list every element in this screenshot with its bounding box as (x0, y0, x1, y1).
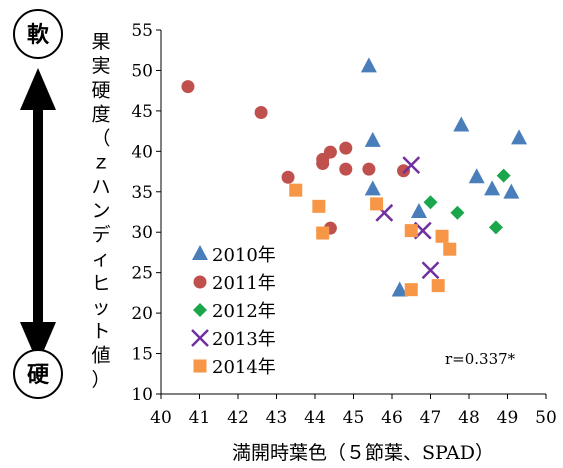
data-point-triangle (364, 180, 381, 196)
data-point-square (404, 224, 418, 238)
y-axis-label-char: ッ (91, 296, 110, 318)
data-point-circle (281, 170, 295, 184)
data-point-diamond (423, 195, 438, 210)
data-points (181, 57, 528, 297)
data-point-cross (421, 261, 440, 280)
x-ticks: 40 41 42 43 44 45 46 47 48 49 50 (150, 394, 557, 428)
data-point-cross (402, 156, 421, 174)
x-axis-label: 満開時葉色（５節葉、SPAD） (232, 442, 494, 464)
legend-label: 2014年 (212, 357, 276, 378)
y-axis-label-char: ） (91, 369, 110, 391)
arrow-down-head (20, 322, 56, 364)
y-tick-label: 35 (131, 183, 153, 203)
legend-label: 2010年 (212, 245, 276, 266)
hard-label: 硬 (27, 363, 50, 388)
y-axis-label-char: 硬 (91, 79, 110, 101)
y-tick-label: 30 (131, 223, 153, 243)
correlation-annotation: r=0.337* (445, 350, 516, 368)
data-point-triangle (391, 281, 408, 297)
y-ticks: 10 15 20 25 30 35 40 45 50 55 (131, 21, 161, 405)
x-tick-label: 48 (458, 408, 480, 428)
legend-label: 2013年 (212, 329, 276, 350)
data-point-circle (362, 162, 376, 176)
data-point-triangle (503, 183, 520, 199)
data-point-circle (397, 164, 411, 178)
y-axis-label-char: ト (91, 321, 110, 343)
y-tick-label: 10 (131, 385, 153, 405)
y-tick-label: 20 (131, 304, 153, 324)
y-tick-label: 25 (131, 264, 153, 284)
y-tick-label: 55 (131, 21, 153, 41)
y-axis-label-char: ハ (91, 176, 110, 198)
legend-marker-square (193, 359, 207, 373)
x-tick-label: 47 (420, 408, 442, 428)
data-point-square (404, 283, 418, 297)
legend-label: 2011年 (212, 273, 276, 294)
data-point-circle (339, 141, 353, 155)
y-axis-label-char: ヒ (91, 272, 110, 294)
y-axis-label-char: 実 (91, 55, 110, 77)
legend-marker-diamond (193, 303, 207, 317)
x-tick-label: 43 (266, 408, 288, 428)
legend-marker-cross (191, 329, 209, 347)
x-tick-label: 45 (343, 408, 365, 428)
y-tick-label: 50 (131, 61, 153, 81)
legend-marker-triangle (192, 245, 208, 260)
x-tick-label: 49 (497, 408, 519, 428)
hardness-indicator: 軟 硬 (13, 9, 63, 399)
y-axis-label-char: デ (91, 224, 110, 246)
data-point-circle (339, 162, 353, 176)
arrow-up-head (20, 68, 56, 110)
data-point-triangle (511, 129, 528, 145)
soft-label-circle (13, 9, 63, 59)
data-point-square (370, 197, 384, 211)
data-point-square (289, 183, 303, 197)
data-point-circle (181, 80, 195, 94)
y-axis-label-char: 値 (91, 345, 110, 367)
y-tick-label: 15 (131, 345, 153, 365)
soft-label: 軟 (27, 22, 50, 48)
y-axis-label-char: 度 (91, 103, 110, 125)
y-axis-label-char: ン (91, 200, 110, 222)
data-point-triangle (410, 203, 427, 218)
y-axis-label-char: （ (91, 128, 110, 150)
data-point-triangle (364, 131, 381, 147)
data-point-square (312, 199, 326, 213)
data-point-circle (254, 106, 268, 120)
data-point-circle (323, 145, 337, 159)
hard-label-circle (13, 349, 63, 399)
data-point-square (431, 279, 445, 293)
x-tick-label: 46 (381, 408, 403, 428)
data-point-triangle (484, 180, 501, 196)
x-tick-label: 42 (227, 408, 249, 428)
y-axis-label-char: ィ (91, 248, 110, 270)
data-point-square (316, 226, 330, 240)
x-tick-label: 40 (150, 408, 172, 428)
legend: 2010年 2011年 2012年 2013年 2014年 (191, 245, 276, 378)
data-point-diamond (496, 168, 511, 183)
legend-label: 2012年 (212, 301, 276, 322)
data-point-diamond (450, 205, 465, 220)
data-point-triangle (360, 57, 377, 73)
legend-marker-circle (193, 275, 207, 289)
data-point-triangle (468, 168, 485, 184)
y-tick-label: 40 (131, 142, 153, 162)
x-tick-label: 50 (535, 408, 557, 428)
data-point-square (443, 242, 457, 256)
data-point-square (435, 229, 449, 243)
data-point-diamond (488, 220, 503, 235)
y-tick-label: 45 (131, 102, 153, 122)
x-tick-label: 41 (189, 408, 211, 428)
y-axis-label-char: 果 (91, 31, 110, 53)
x-tick-label: 44 (304, 408, 326, 428)
y-axis-label-char: ｚ (91, 152, 110, 174)
data-point-triangle (453, 116, 470, 132)
